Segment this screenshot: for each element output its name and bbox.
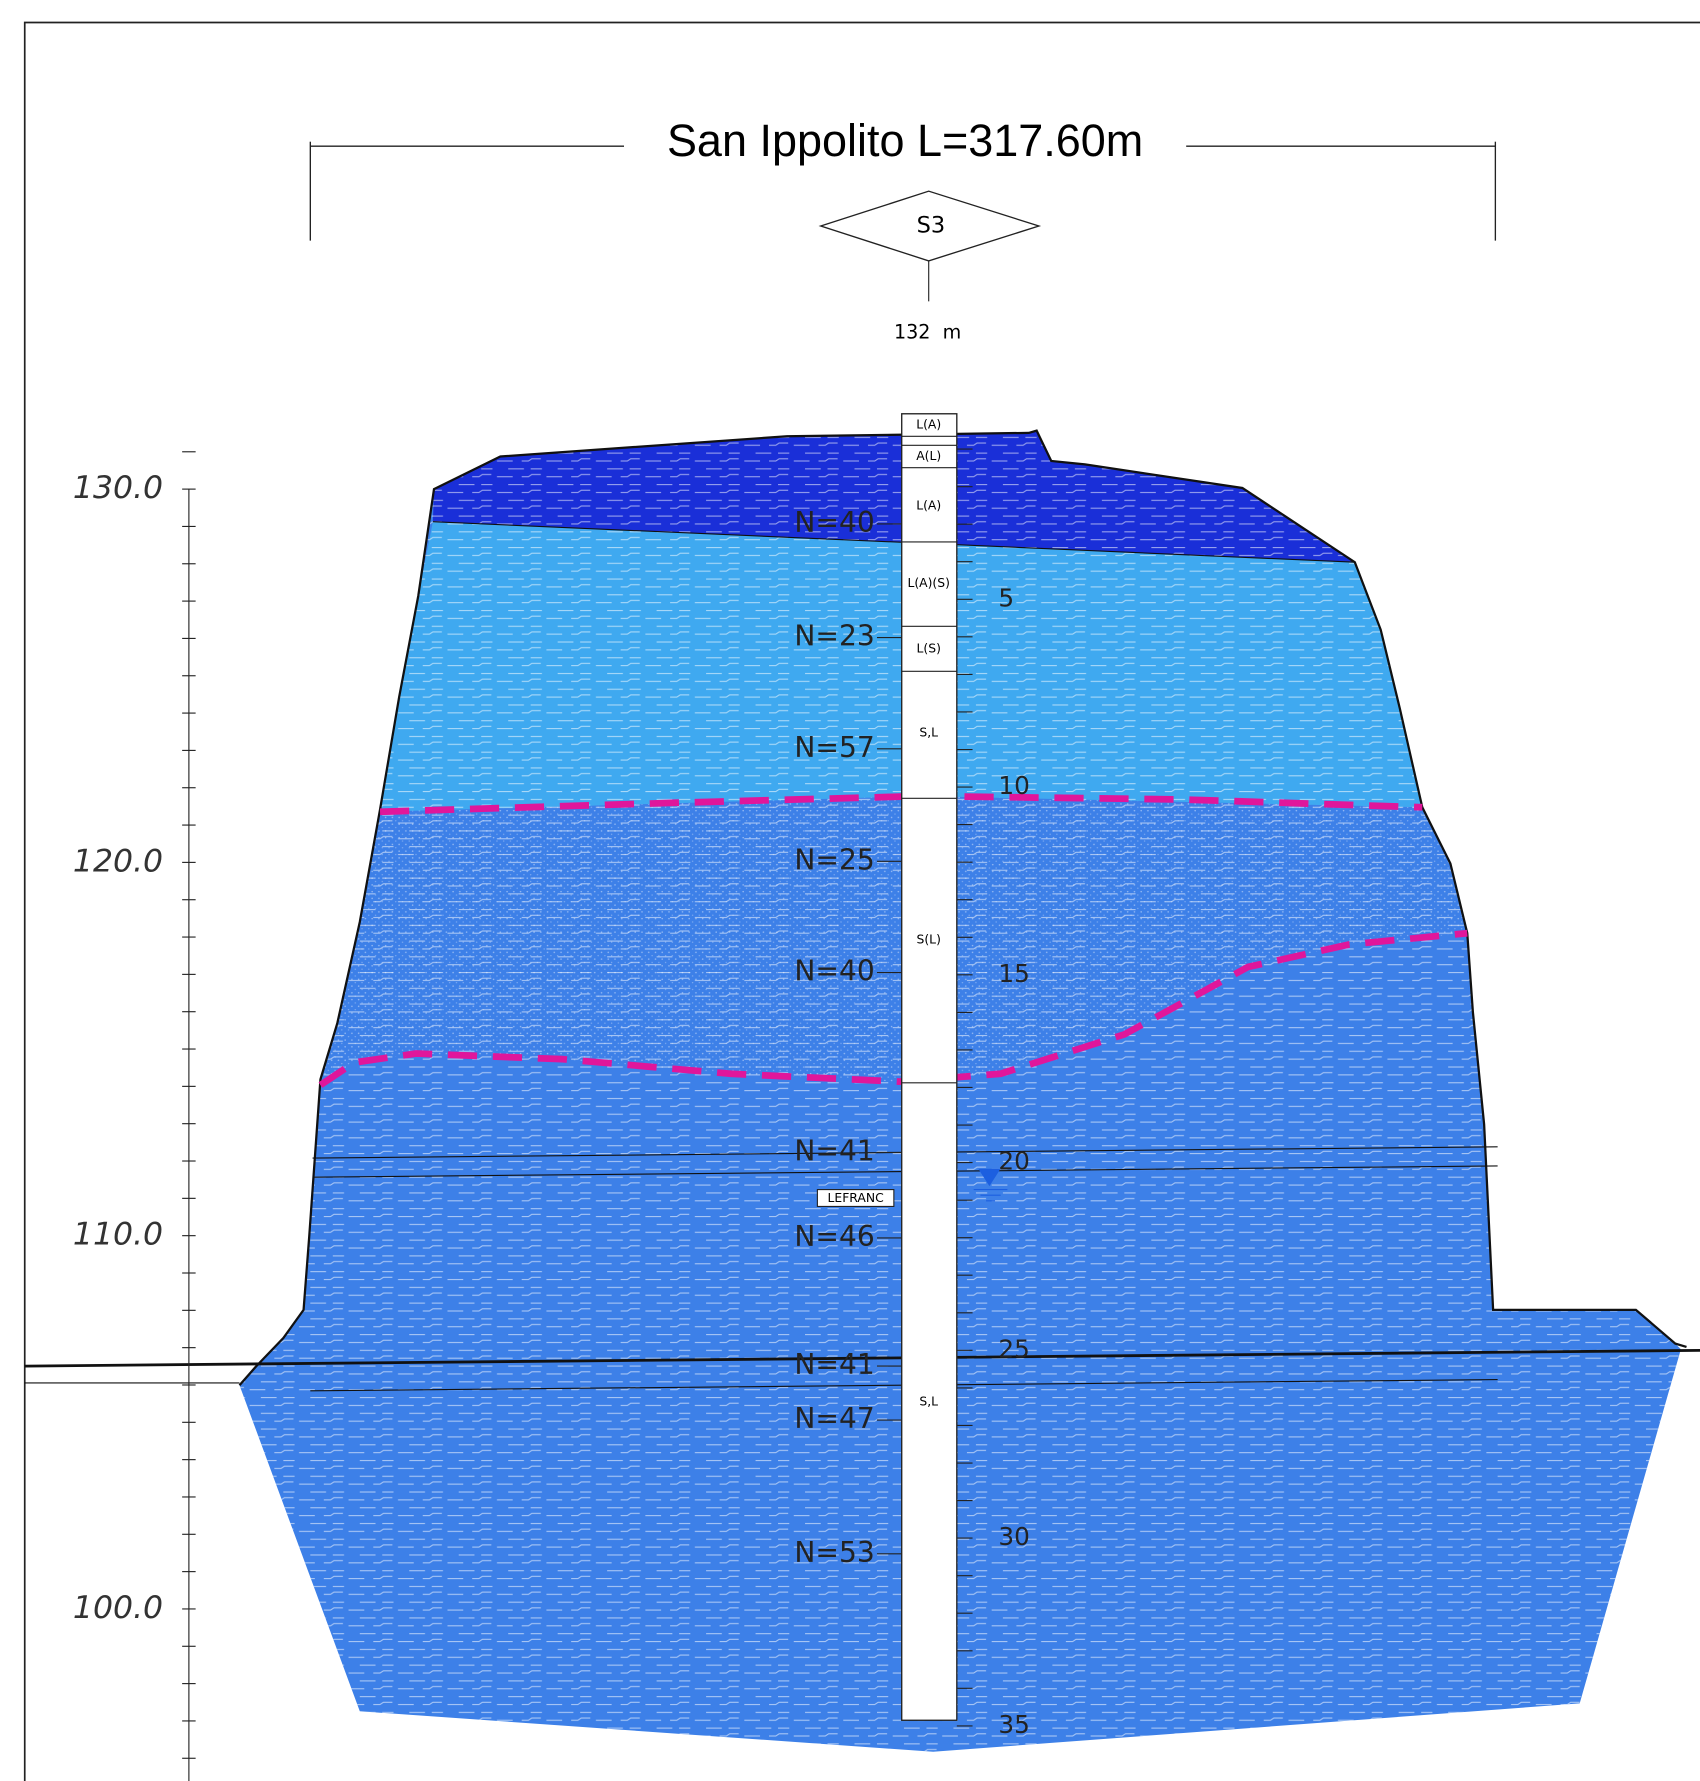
layer-label: A(L) — [916, 449, 941, 463]
layer-label: S(L) — [917, 932, 941, 946]
borehole-column — [902, 414, 957, 1720]
title: San Ippolito L=317.60m — [667, 115, 1143, 166]
depth-label: 5 — [998, 583, 1014, 612]
spt-label: N=47 — [794, 1402, 874, 1435]
spt-label: N=57 — [794, 731, 874, 764]
layer-label: S,L — [919, 1395, 938, 1409]
spt-label: N=41 — [794, 1348, 874, 1381]
layer-label: L(A)(S) — [907, 576, 949, 590]
spt-label: N=41 — [794, 1134, 874, 1167]
depth-label: 15 — [998, 959, 1029, 988]
elevation-label: 100.0 — [73, 1590, 163, 1626]
spt-label: N=40 — [794, 955, 874, 988]
depth-label: 10 — [998, 771, 1029, 800]
spt-label: N=46 — [794, 1220, 874, 1253]
elevation-label: 120.0 — [73, 843, 163, 879]
depth-label: 30 — [998, 1522, 1029, 1551]
borehole-distance: 132 m — [894, 320, 961, 343]
layer-label: S,L — [919, 726, 938, 740]
spt-label: N=23 — [794, 620, 874, 653]
layer-label: L(S) — [917, 641, 941, 655]
layer-label: L(A) — [916, 498, 941, 512]
borehole-name: S3 — [917, 213, 946, 239]
spt-label: N=53 — [794, 1536, 874, 1569]
spt-label: N=25 — [794, 843, 874, 876]
depth-label: 35 — [998, 1710, 1029, 1739]
section-drawing: San Ippolito L=317.60m S3 132 m 130.0 12… — [0, 0, 1700, 1781]
elevation-label: 130.0 — [73, 470, 163, 506]
test-label: LEFRANC — [828, 1191, 884, 1205]
depth-label: 25 — [998, 1334, 1029, 1363]
spt-label: N=40 — [794, 506, 874, 539]
elevation-label: 110.0 — [73, 1217, 163, 1253]
layer-label: L(A) — [916, 418, 941, 432]
depth-label: 20 — [998, 1147, 1029, 1176]
